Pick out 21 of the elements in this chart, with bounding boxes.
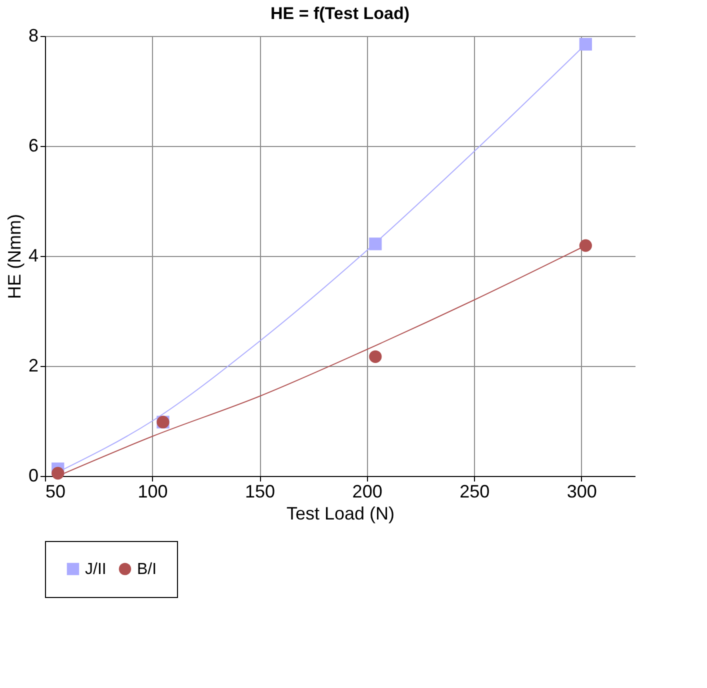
- y-tick-label: 0: [28, 466, 38, 486]
- y-tick-label: 8: [28, 26, 38, 46]
- point: [369, 350, 382, 363]
- point: [579, 38, 592, 51]
- y-tick-label: 2: [28, 356, 38, 376]
- x-tick-label: 300: [566, 482, 597, 502]
- legend-label: B/I: [137, 561, 157, 578]
- point: [369, 238, 382, 250]
- x-axis-title: Test Load (N): [286, 504, 395, 524]
- x-tick-label: 50: [46, 482, 66, 502]
- chart-title: HE = f(Test Load): [270, 4, 410, 23]
- y-tick-label: 6: [28, 136, 38, 156]
- x-tick-label: 250: [460, 482, 490, 502]
- legend-label: J/II: [85, 561, 106, 578]
- x-tick-label: 200: [352, 482, 382, 502]
- x-tick-label: 150: [245, 482, 276, 502]
- y-axis-title: HE (Nmm): [4, 214, 24, 299]
- x-tick-label: 100: [138, 482, 168, 502]
- point: [579, 239, 592, 252]
- point: [52, 466, 64, 480]
- y-tick-label: 4: [28, 246, 38, 266]
